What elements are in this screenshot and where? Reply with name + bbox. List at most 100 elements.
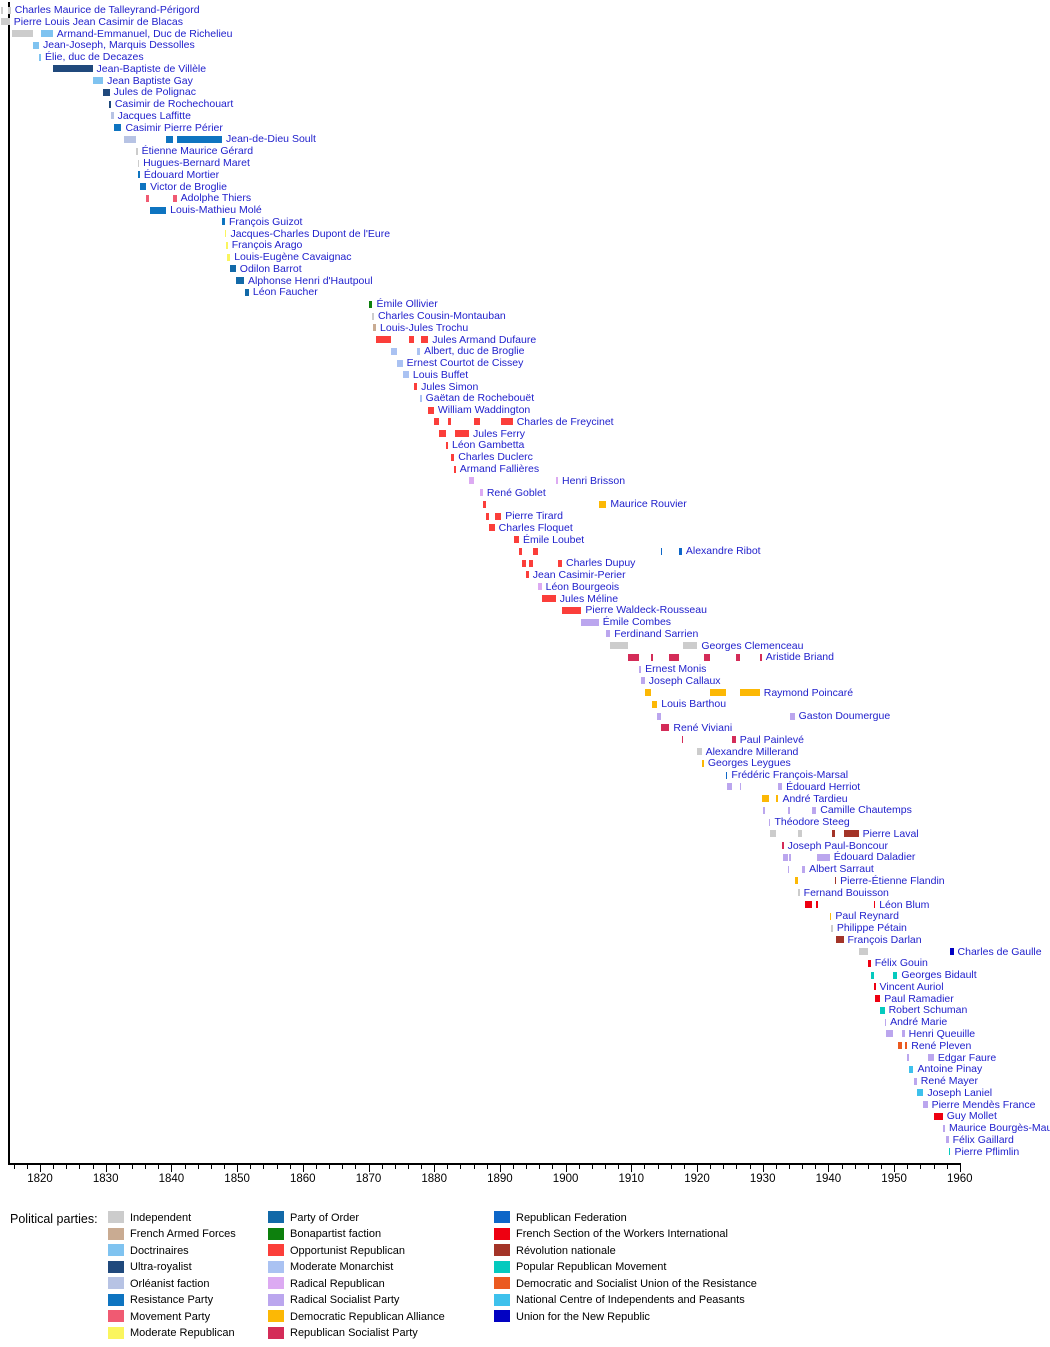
person-name-link[interactable]: André Tardieu (782, 792, 848, 805)
person-name-link[interactable]: Henri Queuille (908, 1027, 976, 1040)
person-name-link[interactable]: Charles Maurice de Talleyrand-Périgord (14, 4, 200, 16)
person-name-link[interactable]: Jacques-Charles Dupont de l'Eure (230, 227, 391, 240)
person-name-link[interactable]: Joseph Callaux (648, 674, 721, 687)
person-name-link[interactable]: Fernand Bouisson (803, 886, 889, 899)
person-name-link[interactable]: Jules de Polignac (113, 86, 196, 99)
person-name-link[interactable]: André Marie (890, 1016, 948, 1029)
person-name-link[interactable]: Théodore Steeg (774, 816, 850, 829)
person-name-link[interactable]: Paul Painlevé (739, 733, 804, 746)
person-name-link[interactable]: Charles Floquet (498, 521, 573, 534)
person-name-link[interactable]: Charles Dupuy (565, 557, 636, 570)
person-name-link[interactable]: Alphonse Henri d'Hautpoul (247, 274, 373, 287)
person-name-link[interactable]: Joseph Paul-Boncour (787, 839, 888, 852)
person-name-link[interactable]: Jules Méline (559, 592, 619, 605)
person-name-link[interactable]: Louis-Mathieu Molé (170, 204, 262, 217)
person-name-link[interactable]: Jean-Baptiste de Villèle (96, 62, 207, 75)
person-name-link[interactable]: Léon Blum (879, 898, 930, 911)
person-name-link[interactable]: Félix Gouin (874, 957, 928, 970)
person-name-link[interactable]: Odilon Barrot (239, 262, 302, 275)
person-name-link[interactable]: François Guizot (228, 215, 303, 228)
person-name-link[interactable]: Jules Armand Dufaure (432, 333, 537, 346)
person-name-link[interactable]: Alexandre Millerand (705, 745, 799, 758)
person-name-link[interactable]: Charles Duclerc (458, 451, 533, 464)
person-name-link[interactable]: Pierre Laval (862, 827, 919, 840)
person-name-link[interactable]: François Darlan (847, 933, 922, 946)
person-name-link[interactable]: Georges Clemenceau (701, 639, 804, 652)
person-name-link[interactable]: Léon Faucher (252, 286, 318, 299)
person-name-link[interactable]: Pierre-Étienne Flandin (840, 874, 945, 887)
person-name-link[interactable]: William Waddington (437, 404, 531, 417)
person-name-link[interactable]: Jean-de-Dieu Soult (225, 133, 316, 146)
person-name-link[interactable]: Gaëtan de Rochebouët (425, 392, 535, 405)
legend-label-republican_federation: Republican Federation (516, 1211, 627, 1224)
person-name-link[interactable]: Émile Loubet (522, 533, 585, 546)
person-name-link[interactable]: Philippe Pétain (836, 922, 907, 935)
person-name-link[interactable]: Édouard Daladier (833, 851, 916, 864)
person-name-link[interactable]: Pierre Pflimlin (954, 1145, 1020, 1158)
person-name-link[interactable]: Edgar Faure (937, 1051, 997, 1064)
term-bar (768, 818, 771, 826)
person-name-link[interactable]: Jules Ferry (473, 427, 525, 440)
person-name-link[interactable]: Ernest Monis (645, 663, 707, 676)
person-name-link[interactable]: Armand-Emmanuel, Duc de Richelieu (56, 27, 233, 40)
person-name-link[interactable]: Édouard Mortier (143, 168, 220, 181)
person-name-link[interactable]: François Arago (231, 239, 303, 252)
person-name-link[interactable]: Étienne Maurice Gérard (141, 145, 254, 158)
person-name-link[interactable]: Charles Cousin-Montauban (377, 310, 506, 323)
person-name-link[interactable]: Alexandre Ribot (685, 545, 761, 558)
person-name-link[interactable]: Édouard Herriot (786, 780, 861, 793)
person-name-link[interactable]: Jean Casimir-Perier (532, 568, 626, 581)
person-name-link[interactable]: Aristide Briand (765, 651, 834, 664)
person-name-link[interactable]: Jean-Joseph, Marquis Dessolles (43, 39, 195, 52)
person-name-link[interactable]: Émile Ollivier (376, 298, 438, 311)
person-name-link[interactable]: Guy Mollet (946, 1110, 997, 1123)
person-name-link[interactable]: René Goblet (486, 486, 546, 499)
person-name-link[interactable]: René Viviani (673, 721, 733, 734)
person-name-link[interactable]: Léon Bourgeois (545, 580, 620, 593)
person-name-link[interactable]: Casimir Pierre Périer (125, 121, 223, 134)
person-name-link[interactable]: Pierre Waldeck-Rousseau (585, 604, 707, 617)
person-name-link[interactable]: Louis Barthou (661, 698, 727, 711)
person-name-link[interactable]: Gaston Doumergue (798, 710, 891, 723)
person-name-link[interactable]: Émile Combes (602, 616, 672, 629)
person-name-link[interactable]: Robert Schuman (888, 1004, 968, 1017)
person-name-link[interactable]: Frédéric François-Marsal (731, 769, 849, 782)
person-name-link[interactable]: Paul Ramadier (884, 992, 954, 1005)
person-name-link[interactable]: Élie, duc de Decazes (44, 51, 144, 64)
person-name-link[interactable]: Ferdinand Sarrien (614, 627, 699, 640)
person-name-link[interactable]: Pierre Tirard (505, 510, 563, 523)
person-name-link[interactable]: Paul Reynard (835, 910, 899, 923)
person-name-link[interactable]: Pierre Mendès France (931, 1098, 1036, 1111)
person-name-link[interactable]: Ernest Courtot de Cissey (406, 357, 524, 370)
person-name-link[interactable]: Maurice Rouvier (610, 498, 687, 511)
person-name-link[interactable]: Adolphe Thiers (180, 192, 252, 205)
person-name-link[interactable]: Félix Gaillard (952, 1133, 1014, 1146)
person-name-link[interactable]: Louis-Jules Trochu (380, 321, 469, 334)
person-name-link[interactable]: Casimir de Rochechouart (114, 98, 234, 111)
person-name-link[interactable]: Raymond Poincaré (763, 686, 854, 699)
person-name-link[interactable]: Louis-Eugène Cavaignac (234, 251, 352, 264)
person-name-link[interactable]: Joseph Laniel (927, 1086, 993, 1099)
person-name-link[interactable]: Henri Brisson (562, 474, 626, 487)
person-name-link[interactable]: Georges Bidault (901, 969, 977, 982)
person-name-link[interactable]: Victor de Broglie (150, 180, 227, 193)
person-name-link[interactable]: Albert, duc de Broglie (424, 345, 525, 358)
person-name-link[interactable]: Jacques Laffitte (117, 109, 191, 122)
person-name-link[interactable]: Charles de Freycinet (516, 415, 614, 428)
person-name-link[interactable]: Louis Buffet (412, 368, 469, 381)
person-name-link[interactable]: Léon Gambetta (451, 439, 525, 452)
person-name-link[interactable]: Albert Sarraut (809, 863, 874, 876)
person-name-link[interactable]: Jules Simon (421, 380, 479, 393)
person-name-link[interactable]: Antoine Pinay (917, 1063, 983, 1076)
person-name-link[interactable]: Hugues-Bernard Maret (143, 157, 250, 169)
person-name-link[interactable]: Vincent Auriol (879, 980, 944, 993)
person-name-link[interactable]: Maurice Bourgès-Maunoury (949, 1122, 1050, 1135)
person-name-link[interactable]: Georges Leygues (707, 757, 791, 770)
person-name-link[interactable]: René Mayer (920, 1075, 978, 1088)
person-name-link[interactable]: René Pleven (911, 1039, 972, 1052)
person-name-link[interactable]: Pierre Louis Jean Casimir de Blacas (13, 15, 184, 28)
person-name-link[interactable]: Jean Baptiste Gay (107, 74, 193, 87)
person-name-link[interactable]: Charles de Gaulle (957, 945, 1042, 958)
person-name-link[interactable]: Armand Fallières (459, 463, 540, 476)
person-name-link[interactable]: Camille Chautemps (820, 804, 912, 817)
